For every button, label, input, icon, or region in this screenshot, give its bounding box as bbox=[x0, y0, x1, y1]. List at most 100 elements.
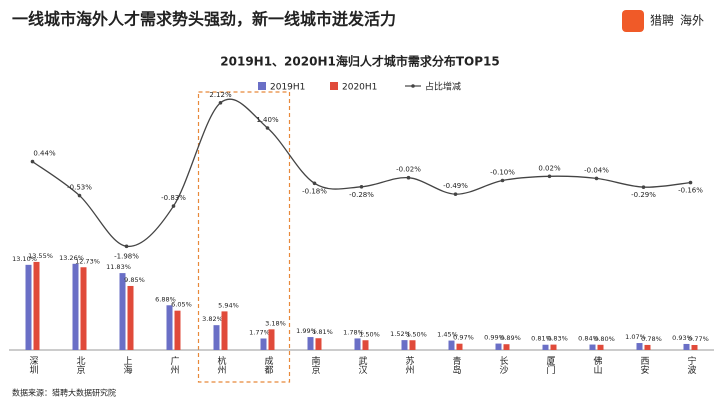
bar bbox=[174, 310, 181, 350]
data-label: 5.94% bbox=[218, 301, 239, 309]
bar bbox=[268, 329, 275, 350]
bar bbox=[636, 343, 643, 350]
x-tick-label: 青岛 bbox=[451, 355, 462, 375]
data-label: 1.78% bbox=[343, 328, 364, 336]
change-point bbox=[359, 185, 364, 189]
change-point bbox=[124, 244, 129, 249]
bar bbox=[33, 261, 40, 350]
data-label: 0.93% bbox=[672, 334, 693, 342]
legend-dot bbox=[411, 84, 415, 88]
x-tick-label: 宁波 bbox=[686, 355, 697, 375]
page-title: 一线城市海外人才需求势头强劲，新一线城市迸发活力 bbox=[12, 10, 396, 29]
data-label: 1.52% bbox=[390, 330, 411, 338]
bar bbox=[221, 311, 228, 350]
bar bbox=[315, 338, 322, 350]
highlight-box bbox=[197, 91, 291, 383]
bar bbox=[409, 340, 416, 350]
data-label: 0.89% bbox=[500, 334, 521, 342]
bar bbox=[72, 263, 79, 350]
bar bbox=[80, 267, 87, 350]
data-label: -0.49% bbox=[443, 182, 468, 190]
change-point bbox=[406, 175, 411, 180]
bar bbox=[503, 344, 510, 350]
data-label: -0.53% bbox=[67, 184, 92, 192]
bar bbox=[25, 264, 32, 350]
bar bbox=[589, 344, 596, 350]
x-tick-label: 西安 bbox=[639, 356, 650, 375]
data-label: -0.02% bbox=[396, 166, 421, 174]
x-tick-label: 北京 bbox=[75, 356, 86, 375]
bar bbox=[260, 338, 267, 350]
legend-swatch bbox=[258, 82, 266, 90]
data-label: 13.10% bbox=[12, 255, 37, 263]
logo-text: 猎聘 bbox=[650, 14, 674, 28]
x-tick-label: 武汉 bbox=[357, 355, 368, 375]
data-label: 9.85% bbox=[124, 276, 145, 284]
change-point bbox=[77, 193, 82, 198]
data-label: 0.02% bbox=[538, 164, 561, 172]
data-label: 2.12% bbox=[209, 91, 232, 99]
x-tick-label: 上海 bbox=[122, 356, 133, 375]
change-point bbox=[547, 174, 552, 179]
x-tick-label: 广州 bbox=[169, 355, 180, 374]
x-tick-label: 南京 bbox=[310, 355, 321, 375]
data-label: 1.50% bbox=[406, 330, 427, 338]
data-label: 3.18% bbox=[265, 319, 286, 327]
data-label: 12.73% bbox=[75, 257, 100, 265]
change-line bbox=[32, 98, 691, 247]
legend-label: 占比增减 bbox=[425, 81, 461, 93]
data-label: 1.81% bbox=[312, 328, 333, 336]
bar bbox=[550, 344, 557, 350]
data-label: -0.29% bbox=[631, 191, 656, 199]
data-label: 1.50% bbox=[359, 330, 380, 338]
data-label: 0.80% bbox=[594, 335, 615, 343]
x-tick-label: 深圳 bbox=[28, 356, 39, 374]
bar bbox=[362, 340, 369, 350]
x-tick-label: 杭州 bbox=[216, 355, 227, 374]
legend-swatch bbox=[330, 82, 338, 90]
data-label: -0.04% bbox=[584, 166, 609, 174]
data-label: -0.28% bbox=[349, 191, 374, 199]
data-label: 0.81% bbox=[531, 335, 552, 343]
change-point bbox=[312, 181, 317, 186]
bar bbox=[119, 273, 126, 350]
bar bbox=[213, 325, 220, 350]
source: 数据来源：猎聘大数据研究院 bbox=[12, 388, 116, 398]
x-tick-label: 成都 bbox=[263, 355, 274, 375]
change-point bbox=[594, 176, 599, 181]
change-point bbox=[218, 101, 223, 105]
bar bbox=[495, 343, 502, 350]
change-point bbox=[453, 192, 458, 196]
data-label: 0.44% bbox=[33, 150, 56, 158]
data-label: 1.40% bbox=[256, 116, 279, 124]
legend-label: 2019H1 bbox=[270, 83, 305, 93]
change-point bbox=[30, 159, 35, 164]
bar bbox=[166, 305, 173, 350]
x-tick-label: 长沙 bbox=[498, 355, 509, 374]
chart-title: 2019H1、2020H1海归人才城市需求分布TOP15 bbox=[220, 54, 499, 69]
change-point bbox=[265, 126, 270, 130]
data-label: 1.77% bbox=[249, 328, 270, 336]
data-label: 0.77% bbox=[688, 335, 709, 343]
data-label: 0.97% bbox=[453, 334, 474, 342]
bar bbox=[354, 338, 361, 350]
data-label: -1.98% bbox=[114, 252, 139, 260]
bar bbox=[644, 344, 651, 350]
data-label: 0.78% bbox=[641, 335, 662, 343]
data-label: 1.07% bbox=[625, 333, 646, 341]
bar bbox=[691, 344, 698, 350]
change-point bbox=[171, 204, 176, 208]
change-point bbox=[688, 180, 693, 185]
legend-label: 2020H1 bbox=[342, 83, 377, 93]
bar bbox=[401, 340, 408, 350]
bar bbox=[127, 285, 134, 350]
bar bbox=[597, 344, 604, 350]
data-label: 0.84% bbox=[578, 335, 599, 343]
bar bbox=[456, 343, 463, 350]
data-label: -0.18% bbox=[302, 187, 327, 195]
logo-sub: 海外 bbox=[680, 13, 704, 28]
data-label: 11.83% bbox=[106, 263, 131, 271]
data-label: 3.82% bbox=[202, 315, 223, 323]
x-tick-label: 佛山 bbox=[592, 355, 603, 374]
